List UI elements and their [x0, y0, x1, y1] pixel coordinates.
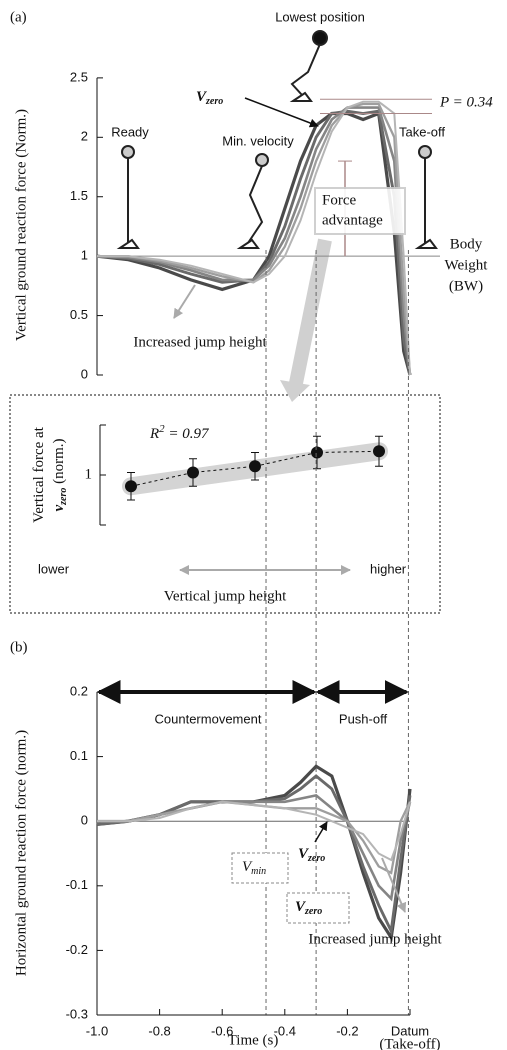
x-note: (Take-off): [379, 1036, 440, 1050]
vzero-label-sub: zero: [205, 96, 223, 107]
x-tick-label: -1.0: [86, 1023, 108, 1038]
axis-end-label: lower: [38, 561, 70, 576]
x-axis-label: Time (s): [228, 1032, 279, 1048]
x-tick-label: -0.8: [148, 1023, 170, 1038]
point: [249, 460, 261, 472]
inset-y-label-rest: (norm.): [51, 438, 67, 487]
figure: (a) 0 0.5 1 1.5 2 2.5 Vertical ground reaction …: [0, 0, 507, 1050]
point: [311, 447, 323, 459]
phase-label: Countermovement: [155, 711, 262, 726]
axis-end-label: higher: [370, 561, 407, 576]
vzero-label: Vzero: [298, 846, 325, 864]
body-weight-label: (BW): [449, 278, 483, 294]
y-tick-label: 2.5: [70, 69, 88, 84]
y-axis-label: Horizontal ground reaction force (norm.): [13, 730, 29, 976]
x-tick-label: -0.2: [336, 1023, 358, 1038]
y-tick-label: 2: [81, 129, 88, 144]
increased-arrow: [174, 285, 195, 318]
link-arrow: [295, 240, 325, 388]
annotation: Increased jump height: [308, 931, 442, 947]
body-weight-label: Weight: [445, 257, 489, 273]
annotation: Min. velocity: [222, 133, 294, 148]
annotation: Increased jump height: [133, 334, 267, 350]
y-axis-label: Vertical ground reaction force (Norm.): [13, 109, 29, 341]
vzero-label: Vzero: [196, 89, 223, 107]
r-squared-rest: = 0.97: [165, 426, 210, 442]
force-advantage: advantage: [322, 212, 383, 228]
y-tick-label: 0: [81, 366, 88, 381]
y-tick-label: 0.5: [70, 307, 88, 322]
vzero-label-sub: zero: [307, 853, 325, 864]
inset-y-label: Vertical force at: [31, 426, 47, 523]
body-weight-label: Body: [450, 236, 483, 252]
point: [125, 480, 137, 492]
y-tick-label: -0.3: [66, 1006, 88, 1021]
vmin-label-sub: min: [251, 866, 266, 877]
p-value: P = 0.34: [439, 94, 493, 110]
inset-x-label: Vertical jump height: [164, 588, 287, 604]
panel-label: (a): [10, 9, 27, 25]
inset-y-label: vzero (norm.): [51, 438, 69, 511]
y-tick-label: -0.2: [66, 942, 88, 957]
link-arrow-head: [280, 380, 310, 402]
vzero-arrow: [315, 822, 327, 842]
y-tick-label: 0: [81, 813, 88, 828]
y-tick-label: -0.1: [66, 877, 88, 892]
y-tick-label: 0.2: [70, 683, 88, 698]
annotation: Take-off: [399, 124, 445, 139]
phase-label: Push-off: [339, 711, 388, 726]
annotation: Lowest position: [275, 9, 365, 24]
y-tick-label: 1: [85, 466, 93, 482]
force-advantage: Force: [322, 192, 356, 208]
point: [187, 467, 199, 479]
inset-y-label-sub: zero: [58, 488, 69, 506]
vzero-box-label-sub: zero: [304, 906, 322, 917]
r-squared-main: R: [149, 426, 159, 442]
r-squared: R2 = 0.97: [149, 423, 210, 443]
y-tick-label: 1.5: [70, 188, 88, 203]
inset-y-label-line: Vertical force at: [31, 426, 47, 523]
annotation: Ready: [111, 124, 149, 139]
point: [373, 445, 385, 457]
y-tick-label: 0.1: [70, 748, 88, 763]
panel-label: (b): [10, 639, 28, 655]
vzero-arrow: [245, 98, 318, 126]
inset-frame: [10, 395, 440, 613]
y-tick-label: 1: [81, 248, 88, 263]
